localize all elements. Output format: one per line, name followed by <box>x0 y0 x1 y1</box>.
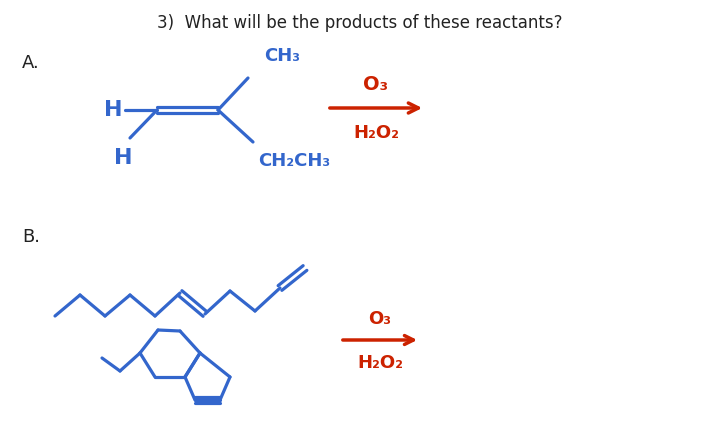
Text: B.: B. <box>22 228 40 246</box>
Text: O₃: O₃ <box>363 75 388 94</box>
Text: H: H <box>113 148 132 168</box>
Text: CH₃: CH₃ <box>264 47 300 65</box>
Text: CH₂CH₃: CH₂CH₃ <box>258 152 330 170</box>
Text: H₂O₂: H₂O₂ <box>357 354 403 372</box>
Text: A.: A. <box>22 54 39 72</box>
Text: 3)  What will be the products of these reactants?: 3) What will be the products of these re… <box>157 14 563 32</box>
Text: H: H <box>103 100 122 120</box>
Text: H₂O₂: H₂O₂ <box>353 124 399 142</box>
Text: O₃: O₃ <box>368 310 391 328</box>
